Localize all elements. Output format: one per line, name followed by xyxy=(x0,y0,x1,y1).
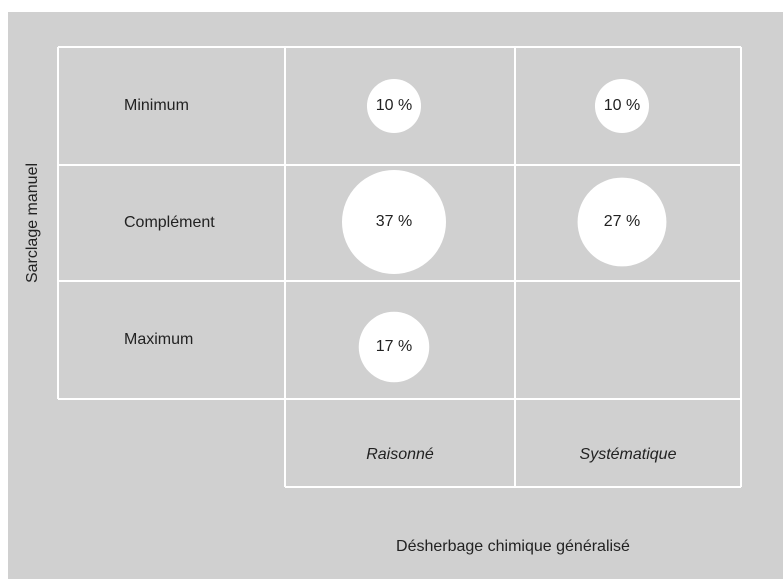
bubble xyxy=(594,78,650,134)
value-label: 27 % xyxy=(604,213,640,230)
value-label: 37 % xyxy=(376,213,412,230)
grid xyxy=(57,46,742,488)
row-label: Complément xyxy=(124,214,215,231)
bubble xyxy=(358,311,430,383)
value-label: 17 % xyxy=(376,338,412,355)
row-label: Maximum xyxy=(124,331,193,348)
column-label: Raisonné xyxy=(366,446,434,463)
bubble xyxy=(577,177,667,267)
bubble xyxy=(366,78,422,134)
value-label: 10 % xyxy=(376,97,412,114)
column-label: Systématique xyxy=(580,446,677,463)
row-label: Minimum xyxy=(124,97,189,114)
y-axis-label: Sarclage manuel xyxy=(24,163,41,283)
x-axis-label: Désherbage chimique généralisé xyxy=(396,538,630,555)
value-label: 10 % xyxy=(604,97,640,114)
bubble xyxy=(341,169,447,275)
